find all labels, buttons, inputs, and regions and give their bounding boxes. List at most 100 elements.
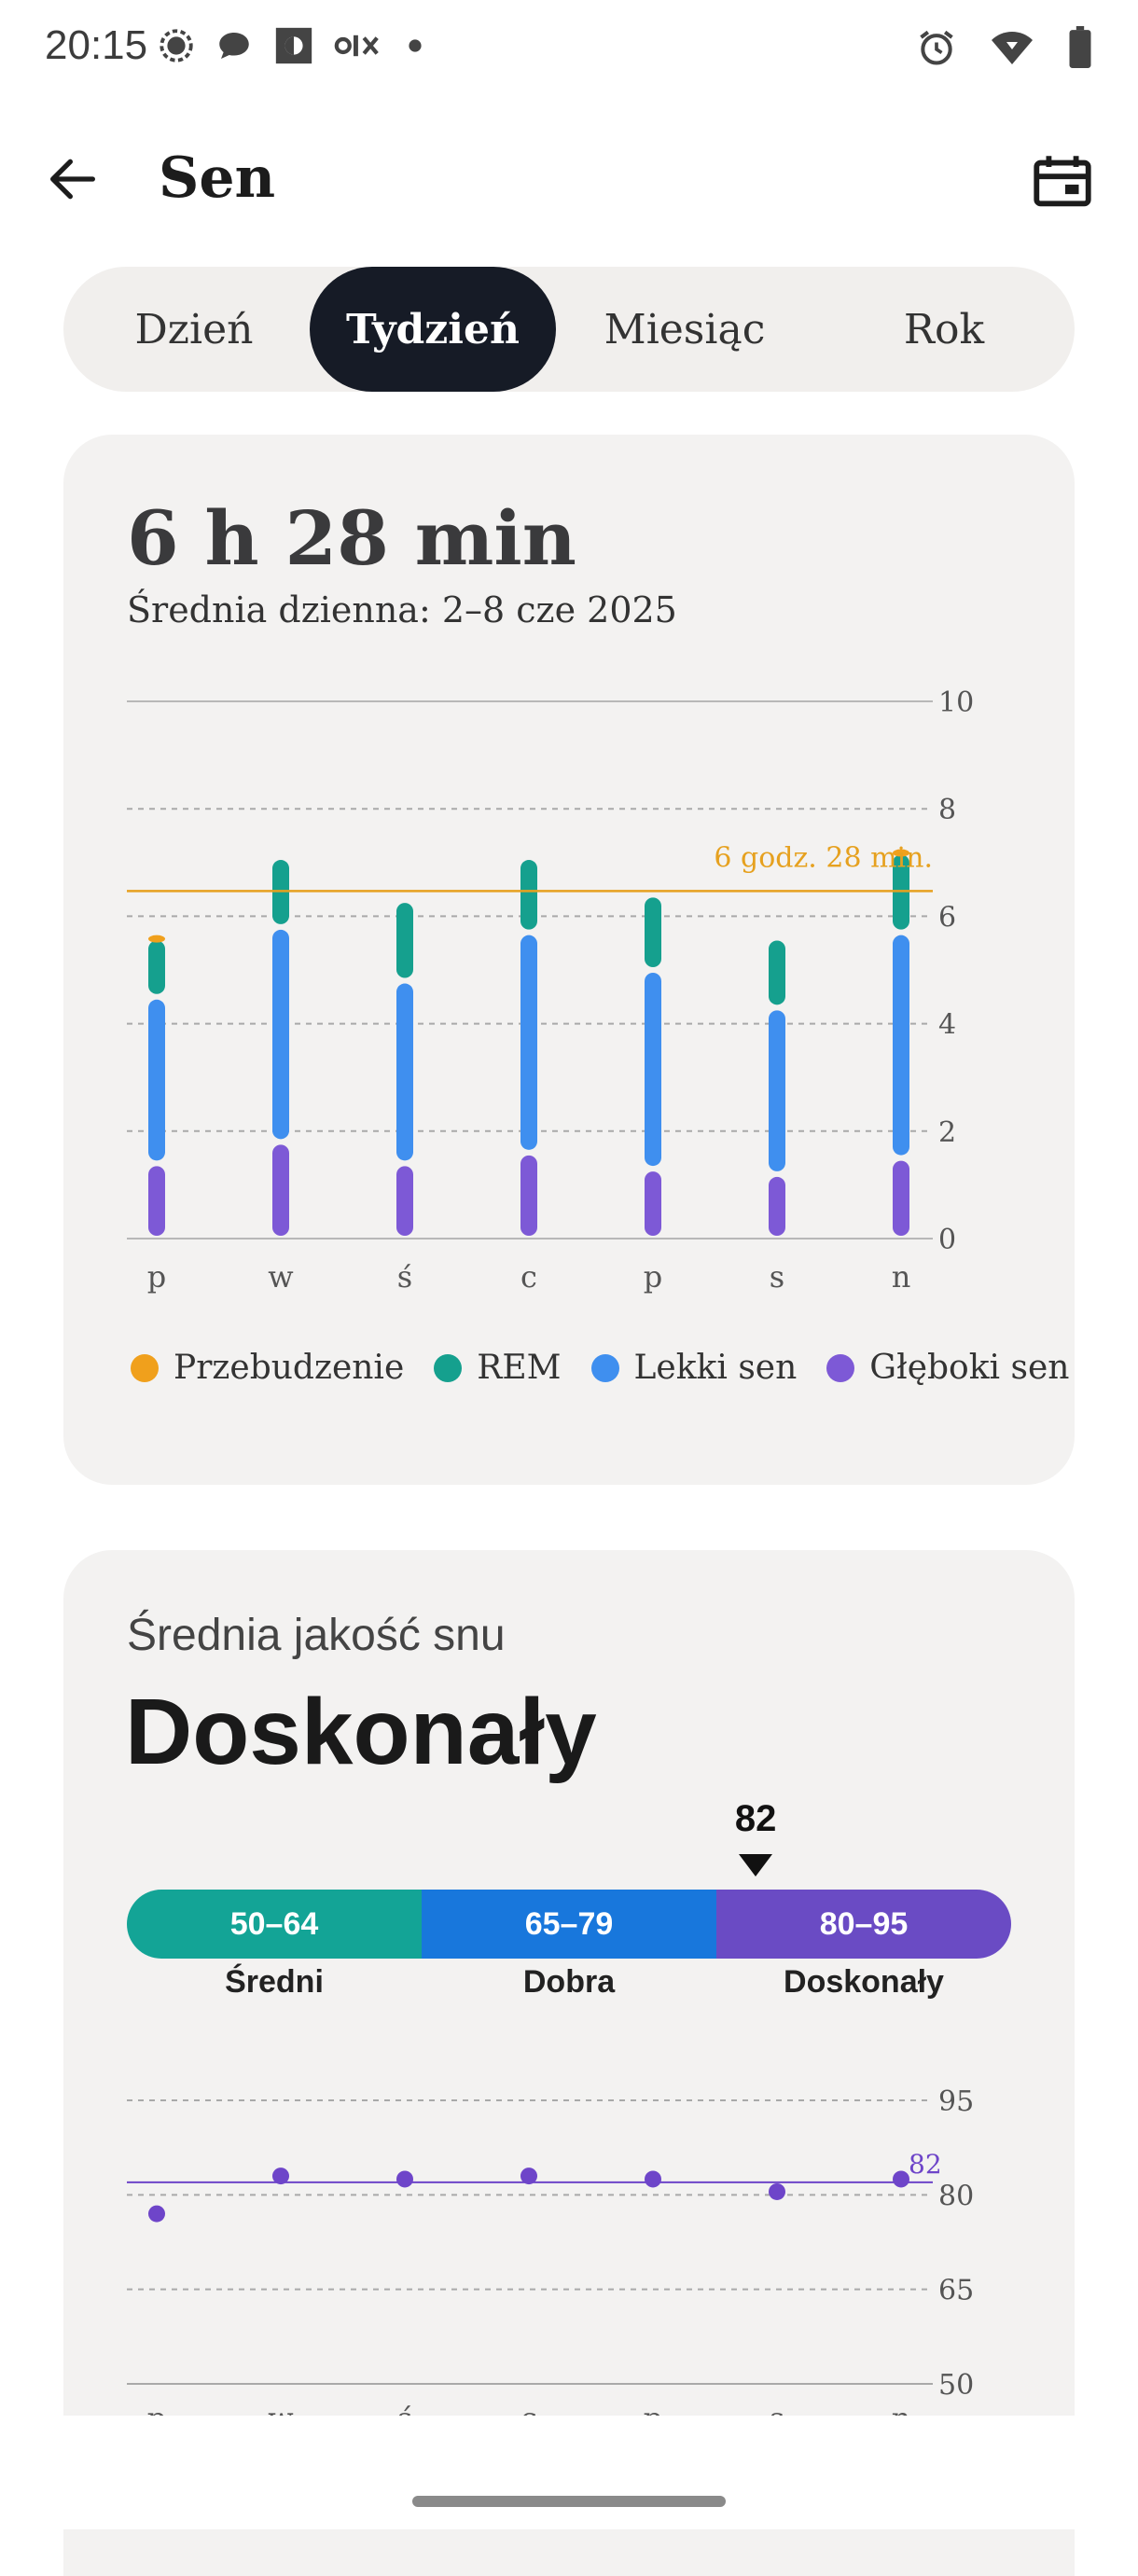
bar-segment [769,1176,785,1236]
bar-segment [520,935,537,1150]
legend-label: REM [477,1349,562,1387]
deep-dot-icon [826,1353,855,1382]
sleep-quality-card [63,1550,1075,2576]
x-tick-label: p [147,1259,166,1295]
data-point [272,2167,289,2185]
y-tick-label: 2 [938,1116,956,1149]
average-sleep-value: 6 h 28 min [127,494,576,582]
data-point [893,2170,909,2188]
alarm-icon [920,30,953,65]
data-point [148,2205,165,2223]
tab-month[interactable]: Miesiąc [604,305,766,353]
legend-item-deep: Głęboki sen [826,1349,1069,1387]
x-tick-label: w [268,2401,293,2416]
x-tick-label: p [147,2401,166,2416]
data-point [520,2167,537,2185]
navigation-bar [0,2416,1138,2529]
quality-label: Średnia jakość snu [127,1611,506,1660]
quality-scale: 50–64 65–79 80–95 [127,1890,1011,1959]
bar-segment [645,897,661,967]
quality-score: 82 [734,1798,777,1839]
dot-icon [409,39,422,52]
sleep-quality-chart: 50 65 80 95 82 p w ś c p s n [127,2085,974,2416]
sleep-stages-chart: 0 2 4 6 8 10 p w ś c p s n 6 godz. 28 min. [127,686,974,1295]
bar-segment [893,1160,909,1236]
bar-segment [148,935,165,943]
tab-day[interactable]: Dzień [134,305,254,353]
legend-item-awake: Przebudzenie [131,1349,404,1387]
scale-label-excellent: Doskonały [784,1964,944,2000]
scale-segment-average: 50–64 [127,1890,422,1959]
status-icons-right [916,26,1093,69]
awake-dot-icon [131,1353,159,1382]
bar-segment [520,1155,537,1236]
x-tick-label: p [644,1259,662,1295]
bar-segment [769,1010,785,1171]
page-title: Sen [159,145,276,211]
legend-item-rem: REM [434,1349,562,1387]
x-tick-label: w [268,1259,293,1295]
tab-year[interactable]: Rok [903,305,985,353]
bar-segment [148,1166,165,1236]
average-sleep-subtitle: Średnia dzienna: 2–8 cze 2025 [127,589,677,630]
bar-segment [645,1171,661,1236]
legend-item-light: Lekki sen [590,1349,798,1387]
x-tick-label: n [892,2401,911,2416]
olx-icon [334,35,379,57]
calendar-button[interactable] [1030,149,1095,215]
legend-label: Przebudzenie [173,1349,405,1387]
average-label: 6 godz. 28 min. [714,841,933,874]
x-tick-label: p [644,2401,662,2416]
light-dot-icon [590,1353,619,1382]
wifi-icon [992,32,1033,64]
y-tick-label: 6 [938,901,956,934]
y-tick-label: 0 [938,1224,956,1256]
y-tick-label: 65 [938,2275,974,2307]
x-tick-label: ś [397,2401,412,2416]
y-tick-label: 10 [938,686,974,719]
x-tick-label: s [770,1259,784,1295]
bar-segment [520,860,537,930]
y-tick-label: 4 [938,1009,956,1042]
data-point [645,2170,661,2188]
bar-segment [272,1144,289,1236]
calendar-icon [1034,156,1091,207]
status-time: 20:15 [45,22,148,68]
tab-week[interactable]: Tydzień [310,267,556,392]
data-point [769,2182,785,2200]
x-tick-label: c [520,2401,537,2416]
average-label: 82 [909,2149,942,2180]
scale-segment-good: 65–79 [422,1890,716,1959]
back-button[interactable] [43,149,103,209]
bar-segment [893,849,909,857]
scale-segment-excellent: 80–95 [716,1890,1011,1959]
signal-messenger-icon [160,29,193,62]
bar-segment [396,1166,413,1236]
scale-label-average: Średni [225,1964,324,2000]
x-tick-label: c [520,1259,537,1295]
brightness-icon [275,27,312,64]
y-tick-label: 80 [938,2180,974,2212]
quality-value: Doskonały [125,1680,597,1784]
bar-segment [272,929,289,1140]
period-tabs: Dzień Tydzień Miesiąc Rok [63,267,1075,392]
y-tick-label: 50 [938,2369,974,2402]
bar-segment [396,903,413,978]
legend-label: Głęboki sen [869,1349,1070,1387]
y-tick-label: 8 [938,794,956,826]
arrow-left-icon [50,159,95,200]
rem-dot-icon [434,1353,463,1382]
legend-label: Lekki sen [633,1349,798,1387]
chat-bubble-icon [219,33,249,59]
bar-segment [148,940,165,994]
x-tick-label: s [770,2401,784,2416]
score-marker-icon [739,1854,773,1877]
x-tick-label: ś [397,1259,412,1295]
home-indicator[interactable] [412,2496,726,2507]
bar-segment [769,940,785,1005]
battery-icon [1069,26,1091,68]
bar-segment [893,935,909,1156]
bar-segment [645,973,661,1167]
data-point [396,2170,413,2188]
x-tick-label: n [892,1259,911,1295]
